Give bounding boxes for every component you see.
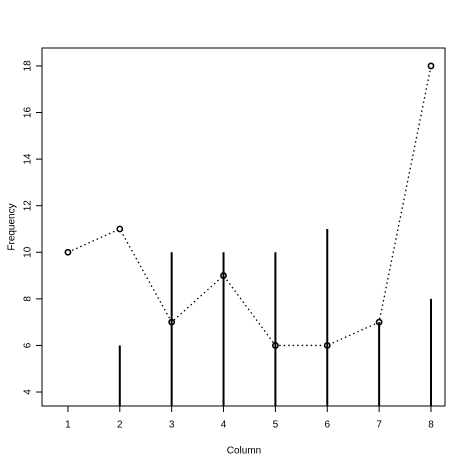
x-tick-label: 7	[376, 420, 382, 431]
y-tick-label: 16	[23, 107, 34, 119]
y-tick-label: 6	[23, 342, 34, 348]
y-tick-label: 4	[23, 389, 34, 395]
x-tick-label: 6	[324, 420, 330, 431]
point	[427, 62, 435, 70]
y-tick-label: 12	[23, 200, 34, 212]
plot-frame	[41, 47, 446, 407]
y-axis-label: Frequency	[7, 203, 18, 250]
dotted-line	[67, 65, 432, 347]
y-tick-label: 18	[23, 60, 34, 72]
x-tick-label: 5	[273, 420, 279, 431]
x-tick-label: 2	[117, 420, 123, 431]
y-tick-label: 14	[23, 153, 34, 165]
point	[116, 225, 124, 233]
x-tick-label: 1	[65, 420, 71, 431]
y-tick-label: 8	[23, 296, 34, 302]
y-tick-label: 10	[23, 246, 34, 258]
x-tick-label: 4	[221, 420, 227, 431]
point	[64, 248, 72, 256]
x-axis-label: Column	[227, 446, 261, 457]
x-tick-label: 8	[428, 420, 434, 431]
x-tick-label: 3	[169, 420, 175, 431]
